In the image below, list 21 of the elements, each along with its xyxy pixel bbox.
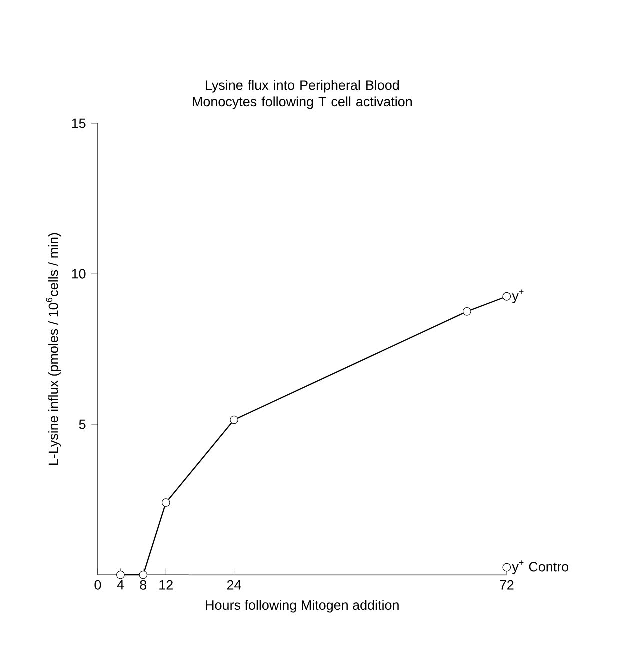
series-label: y$^{+}$ xyxy=(512,290,524,304)
point xyxy=(463,307,472,316)
x-tick-label: 24 xyxy=(228,580,242,590)
y-tick-label: 5 xyxy=(79,420,86,430)
x-axis-title: Hours following Mitogen addition xyxy=(206,600,400,613)
chart-title: Lysine flux into Peripheral Blood Monocytes following T cell activation xyxy=(193,80,412,110)
x-tick-label: 8 xyxy=(140,580,147,590)
point xyxy=(502,292,512,301)
y-axis-title: L-Lysine influx (pmoles / 10$^{6}$cells / min) xyxy=(46,233,62,466)
legend-label: y$^{+}$ Contro xyxy=(512,560,569,574)
x-tick-label: 0 xyxy=(94,580,102,590)
y-tick-label: 10 xyxy=(72,269,86,279)
point xyxy=(502,563,512,572)
point xyxy=(230,416,239,424)
x-tick-label: 4 xyxy=(117,580,124,590)
x-tick-label: 72 xyxy=(500,580,514,590)
point xyxy=(116,570,126,580)
point xyxy=(162,498,170,508)
point xyxy=(139,570,148,580)
y-tick-label: 15 xyxy=(72,118,86,128)
x-tick-label: 12 xyxy=(160,580,174,590)
